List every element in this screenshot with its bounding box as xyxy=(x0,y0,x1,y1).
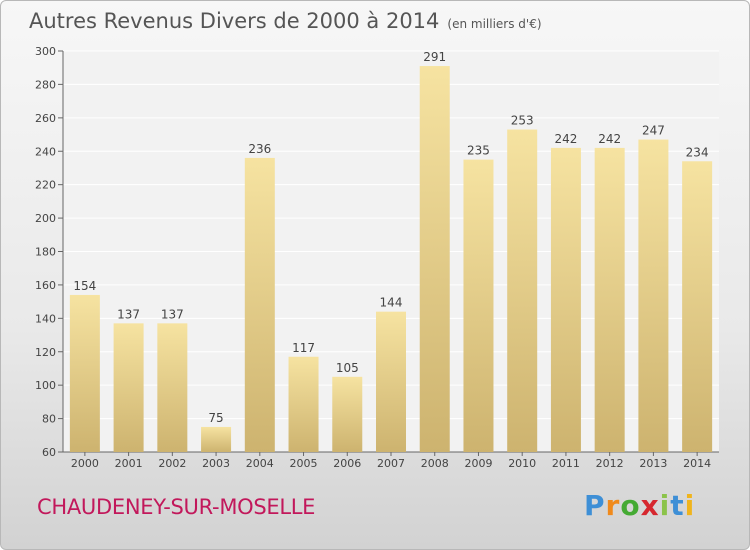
y-tick-label: 280 xyxy=(35,78,56,91)
bar-value-label: 137 xyxy=(161,307,184,321)
x-tick-label: 2006 xyxy=(333,457,361,470)
x-tick-label: 2013 xyxy=(639,457,667,470)
x-tick-label: 2011 xyxy=(552,457,580,470)
x-tick-label: 2010 xyxy=(508,457,536,470)
bar-value-label: 236 xyxy=(248,142,271,156)
bar-value-label: 154 xyxy=(73,279,96,293)
x-tick-label: 2012 xyxy=(596,457,624,470)
bar xyxy=(332,376,363,452)
bar xyxy=(201,426,232,452)
y-tick-label: 140 xyxy=(35,312,56,325)
bar-value-label: 242 xyxy=(554,132,577,146)
y-tick-label: 300 xyxy=(35,45,56,58)
proxiti-logo: Proxiti xyxy=(584,489,696,522)
bar-value-label: 247 xyxy=(642,124,665,138)
bar xyxy=(594,147,625,453)
bar-value-label: 235 xyxy=(467,144,490,158)
x-tick-label: 2003 xyxy=(202,457,230,470)
bar xyxy=(157,323,188,452)
bar-value-label: 253 xyxy=(511,114,534,128)
x-tick-label: 2001 xyxy=(115,457,143,470)
bar xyxy=(682,161,713,452)
x-tick-label: 2008 xyxy=(421,457,449,470)
x-tick-label: 2014 xyxy=(683,457,711,470)
bar xyxy=(419,66,450,452)
y-tick-label: 60 xyxy=(42,446,56,459)
y-tick-label: 260 xyxy=(35,112,56,125)
bar-value-label: 105 xyxy=(336,361,359,375)
bar xyxy=(376,311,406,452)
bar xyxy=(244,157,275,452)
y-tick-label: 100 xyxy=(35,379,56,392)
bar xyxy=(638,139,669,452)
bar xyxy=(507,129,538,452)
x-tick-label: 2002 xyxy=(158,457,186,470)
bar xyxy=(550,147,581,453)
y-tick-label: 180 xyxy=(35,246,56,259)
bar xyxy=(463,159,494,452)
bar-value-label: 75 xyxy=(208,411,223,425)
y-tick-label: 80 xyxy=(42,413,56,426)
y-tick-label: 220 xyxy=(35,179,56,192)
x-tick-label: 2004 xyxy=(246,457,274,470)
chart-title-text: Autres Revenus Divers de 2000 à 2014 xyxy=(29,9,440,33)
y-tick-label: 160 xyxy=(35,279,56,292)
y-tick-label: 200 xyxy=(35,212,56,225)
x-tick-label: 2007 xyxy=(377,457,405,470)
bar-value-label: 137 xyxy=(117,307,140,321)
x-tick-label: 2009 xyxy=(464,457,492,470)
y-tick-label: 240 xyxy=(35,145,56,158)
x-tick-label: 2005 xyxy=(290,457,318,470)
bar xyxy=(288,356,319,452)
bar-value-label: 117 xyxy=(292,341,315,355)
chart-title: Autres Revenus Divers de 2000 à 2014 (en … xyxy=(29,9,542,33)
bar-value-label: 291 xyxy=(423,50,446,64)
bar-value-label: 144 xyxy=(380,296,403,310)
bar-value-label: 242 xyxy=(598,132,621,146)
x-tick-label: 2000 xyxy=(71,457,99,470)
chart-subtitle: (en milliers d'€) xyxy=(447,17,542,31)
y-tick-label: 120 xyxy=(35,346,56,359)
bar xyxy=(113,323,144,452)
bar xyxy=(69,294,100,452)
town-name: CHAUDENEY-SUR-MOSELLE xyxy=(37,495,316,519)
bar-value-label: 234 xyxy=(686,145,709,159)
